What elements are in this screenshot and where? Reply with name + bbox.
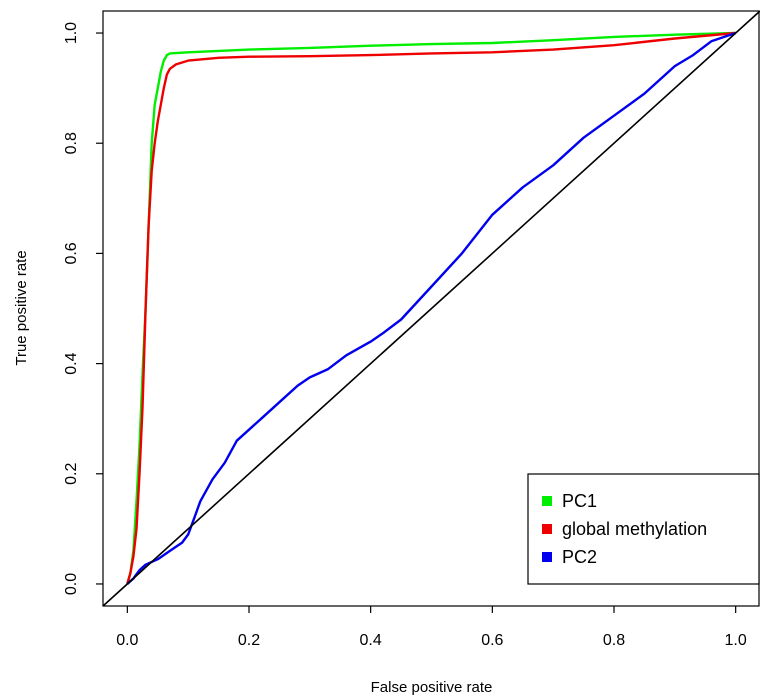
legend-swatch <box>542 524 552 534</box>
legend-label: PC1 <box>562 491 597 511</box>
y-tick-label: 0.0 <box>63 573 80 595</box>
legend-label: PC2 <box>562 547 597 567</box>
reference-diagonal-line <box>102 10 760 607</box>
plot-lines <box>102 10 760 607</box>
y-tick-label: 0.8 <box>63 132 80 154</box>
x-tick-label: 0.2 <box>238 632 260 649</box>
y-tick-label: 0.4 <box>63 352 80 374</box>
x-axis-title: False positive rate <box>371 679 493 696</box>
x-tick-label: 0.8 <box>603 632 625 649</box>
x-tick-label: 0.4 <box>360 632 382 649</box>
x-tick-label: 1.0 <box>725 632 747 649</box>
legend-swatch <box>542 552 552 562</box>
y-tick-label: 0.6 <box>63 242 80 264</box>
plot-frame <box>102 10 760 607</box>
legend-swatch <box>542 496 552 506</box>
x-axis: 0.0 0.2 0.4 0.6 0.8 1.0 <box>116 606 747 649</box>
legend: PC1 global methylation PC2 <box>527 473 760 585</box>
y-tick-label: 0.2 <box>63 463 80 485</box>
x-tick-label: 0.0 <box>116 632 138 649</box>
series-line-1 <box>126 31 736 585</box>
legend-box <box>527 473 760 585</box>
y-axis-title: True positive rate <box>13 250 30 365</box>
y-tick-label: 1.0 <box>63 22 80 44</box>
y-axis: 0.0 0.2 0.4 0.6 0.8 1.0 <box>63 22 103 595</box>
x-tick-label: 0.6 <box>481 632 503 649</box>
series-line-2 <box>126 31 737 585</box>
legend-label: global methylation <box>562 519 707 539</box>
series-line-0 <box>126 31 736 585</box>
